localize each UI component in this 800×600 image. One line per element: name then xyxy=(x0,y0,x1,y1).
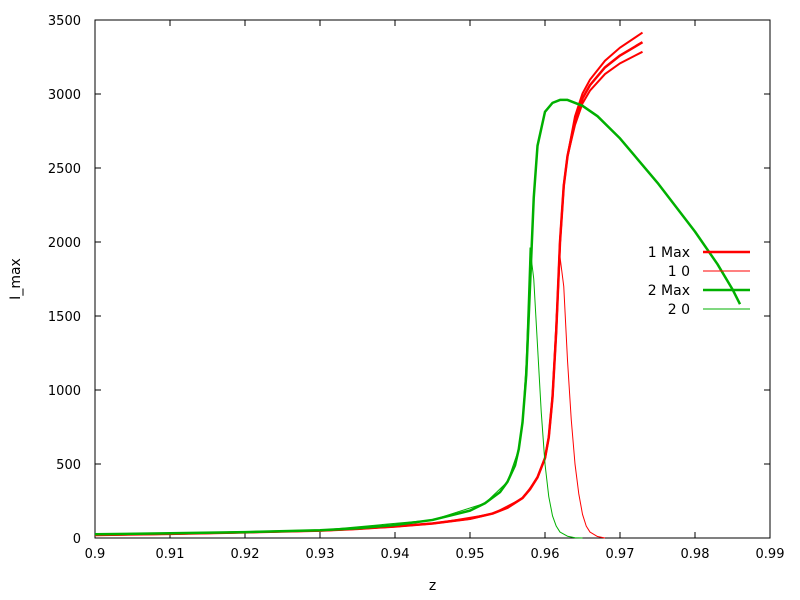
y-tick-label: 500 xyxy=(56,458,81,473)
series-1-max-lower xyxy=(95,52,643,535)
y-tick-label: 3000 xyxy=(48,88,81,103)
x-tick-label: 0.9 xyxy=(85,547,106,562)
series-2-0-line xyxy=(95,248,583,538)
y-tick-label: 2500 xyxy=(48,162,81,177)
y-tick-label: 3500 xyxy=(48,14,81,29)
series-2-max-line xyxy=(95,100,740,534)
x-tick-label: 0.98 xyxy=(681,547,710,562)
x-tick-label: 0.97 xyxy=(606,547,635,562)
x-tick-label: 0.95 xyxy=(456,547,485,562)
legend-label: 1 Max xyxy=(648,245,690,261)
series-1-max-line xyxy=(95,42,643,535)
x-tick-label: 0.92 xyxy=(231,547,260,562)
y-tick-label: 2000 xyxy=(48,236,81,251)
x-tick-label: 0.99 xyxy=(756,547,785,562)
y-tick-label: 1000 xyxy=(48,384,81,399)
y-tick-label: 0 xyxy=(73,532,81,547)
x-tick-label: 0.94 xyxy=(381,547,410,562)
series-layer xyxy=(95,33,740,538)
y-axis-label: I_max xyxy=(8,258,24,300)
legend: 1 Max 1 0 2 Max 2 0 xyxy=(648,245,750,318)
x-tick-label: 0.91 xyxy=(156,547,185,562)
x-axis-label: z xyxy=(429,578,436,594)
legend-label: 2 0 xyxy=(668,302,690,318)
series-1-max-upper xyxy=(95,33,643,535)
legend-label: 2 Max xyxy=(648,283,690,299)
x-tick-label: 0.96 xyxy=(531,547,560,562)
x-tick-label: 0.93 xyxy=(306,547,335,562)
legend-label: 1 0 xyxy=(668,264,690,280)
y-tick-label: 1500 xyxy=(48,310,81,325)
